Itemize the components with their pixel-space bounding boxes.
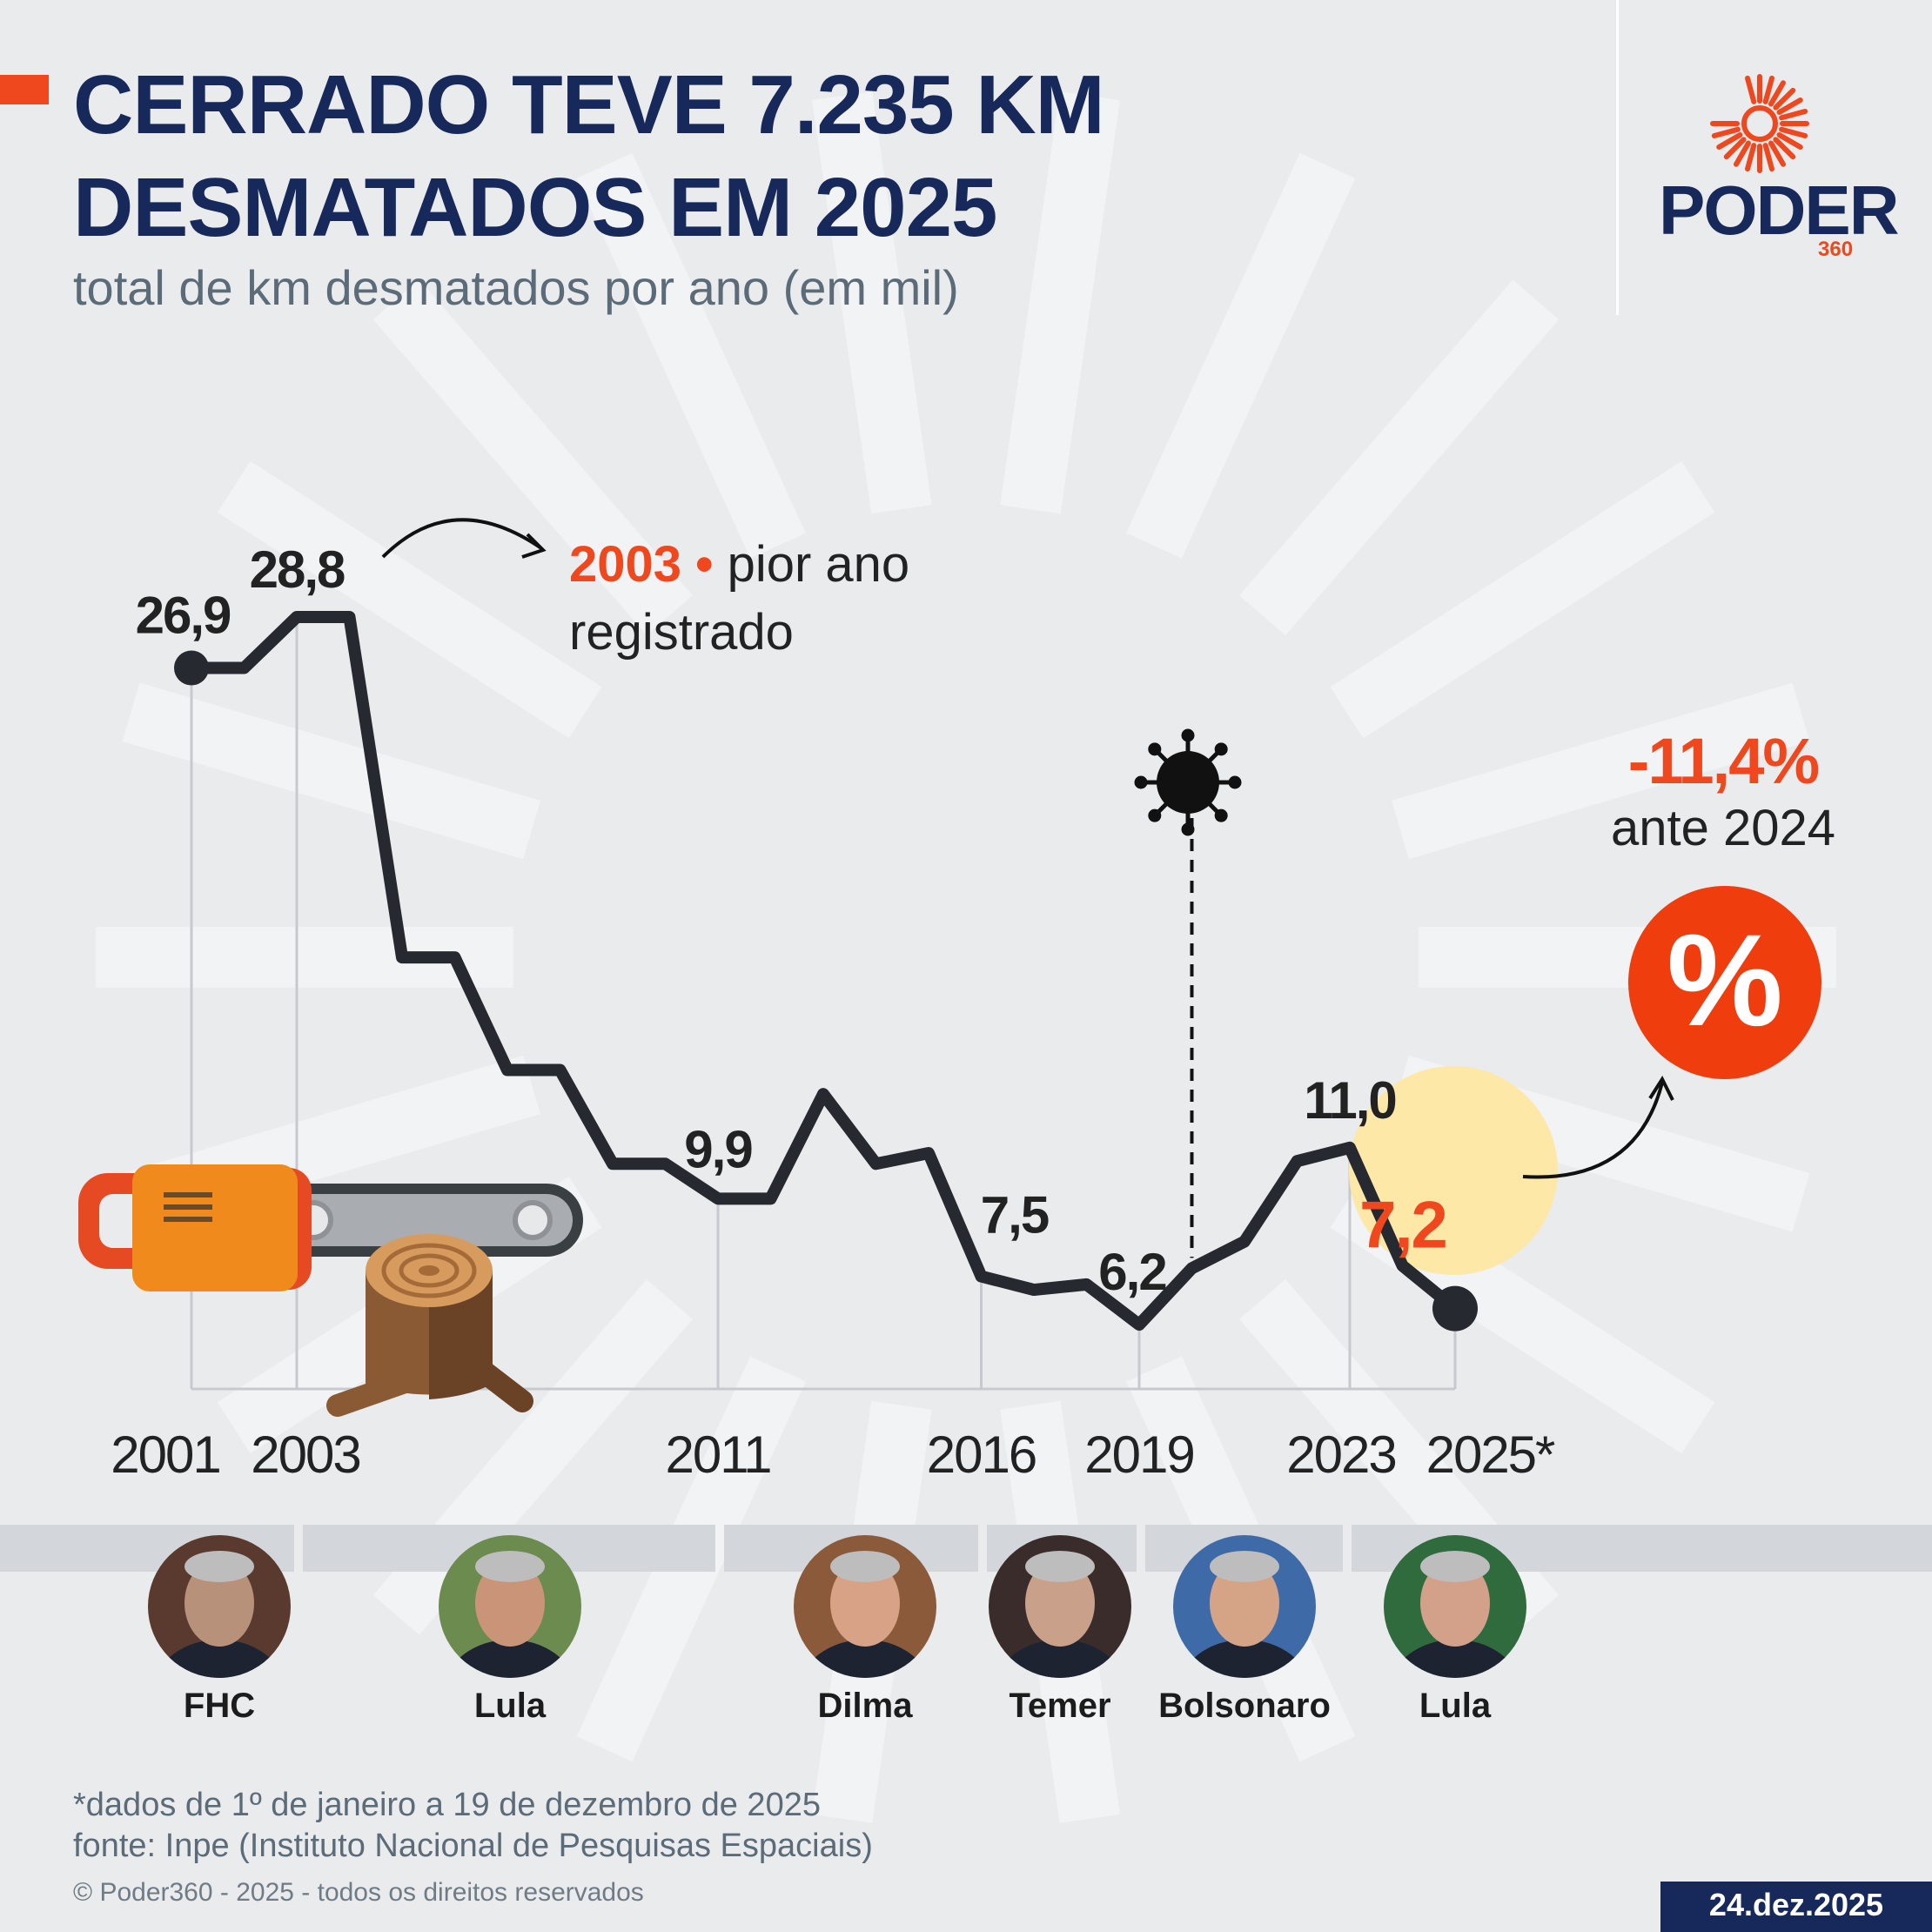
sun-ray xyxy=(1745,75,1757,104)
avatar xyxy=(1173,1535,1316,1678)
virus-spike-tip xyxy=(1148,808,1162,822)
president-name: Lula xyxy=(1419,1687,1492,1725)
worst-year-annotation: 2003 • pior ano registrado xyxy=(569,531,909,667)
sun-ray xyxy=(1762,143,1774,172)
president-name: Lula xyxy=(473,1687,547,1725)
worst-text-1: pior ano xyxy=(727,536,910,593)
data-label: 11,0 xyxy=(1304,1071,1395,1130)
start-point xyxy=(174,650,209,686)
virus-icon xyxy=(1134,728,1242,836)
end-point xyxy=(1432,1285,1478,1332)
data-label: 7,5 xyxy=(981,1186,1049,1244)
poder-sun-icon xyxy=(1710,74,1809,173)
virus-spike-tip xyxy=(1214,808,1228,822)
source: fonte: Inpe (Instituto Nacional de Pesqu… xyxy=(73,1828,873,1864)
bg-ray xyxy=(1330,460,1715,739)
bg-ray xyxy=(1239,279,1560,635)
president-name: Bolsonaro xyxy=(1158,1687,1331,1725)
virus-spike-tip xyxy=(1214,742,1228,756)
annotation-arrow-2 xyxy=(1522,1082,1664,1179)
avatar xyxy=(989,1535,1131,1678)
bg-ray xyxy=(1126,152,1356,559)
sun-core xyxy=(1741,105,1778,142)
sun-ray xyxy=(1745,143,1757,172)
page-title: CERRADO TEVE 7.235 KM DESMATADOS EM 2025 xyxy=(73,54,1105,259)
header-divider xyxy=(1616,0,1619,315)
tick-label: 2011 xyxy=(665,1426,770,1484)
worst-year: 2003 xyxy=(569,536,682,593)
sun-ray xyxy=(1779,109,1808,121)
date-badge xyxy=(1660,1882,1932,1932)
tick-label: 2016 xyxy=(927,1426,1036,1484)
tick-label: 2025* xyxy=(1426,1426,1555,1484)
data-label: 6,2 xyxy=(1098,1243,1165,1301)
title-line-2: DESMATADOS EM 2025 xyxy=(73,161,997,254)
tick-label: 2023 xyxy=(1286,1426,1395,1484)
worst-sep: • xyxy=(695,536,714,593)
bg-ray xyxy=(217,460,602,739)
sun-ray xyxy=(1768,80,1786,107)
page-subtitle: total de km desmatados por ano (em mil) xyxy=(73,260,959,315)
bg-ray xyxy=(1392,682,1810,860)
logo-number: 360 xyxy=(1818,238,1854,261)
title-line-1: CERRADO TEVE 7.235 KM xyxy=(73,58,1105,151)
annotation-arrowhead-1 xyxy=(521,533,547,559)
annotation-arrowhead-2 xyxy=(1648,1075,1674,1101)
data-label: 28,8 xyxy=(250,540,345,599)
percent-symbol: % xyxy=(1667,907,1783,1053)
sun-ray xyxy=(1779,126,1808,138)
logo-word: PODER xyxy=(1659,171,1899,249)
sun-ray xyxy=(1762,75,1774,104)
bg-ray xyxy=(372,279,693,635)
president-name: Dilma xyxy=(817,1687,913,1725)
sun-ray xyxy=(1716,132,1743,150)
sun-ray xyxy=(1773,137,1796,160)
footnote: *dados de 1º de janeiro a 19 de dezembro… xyxy=(73,1787,821,1823)
virus-spike-tip xyxy=(1181,728,1195,742)
president-name: Temer xyxy=(1009,1687,1111,1725)
chainsaw-icon xyxy=(78,1164,583,1291)
sun-ray xyxy=(1773,87,1796,111)
tick-label: 2003 xyxy=(251,1426,359,1484)
avatar xyxy=(794,1535,936,1678)
sun-ray xyxy=(1776,132,1803,150)
annotation-arrow-1 xyxy=(381,518,543,559)
virus-spike-tip xyxy=(1148,742,1162,756)
bg-ray xyxy=(576,152,806,559)
data-label: 26,9 xyxy=(136,586,231,644)
copyright: © Poder360 - 2025 - todos os direitos re… xyxy=(73,1878,644,1907)
accent-bar xyxy=(0,75,49,104)
date-text: 24.dez.2025 xyxy=(1708,1887,1884,1922)
bg-ray xyxy=(122,682,540,860)
avatar xyxy=(439,1535,581,1678)
data-label: 9,9 xyxy=(684,1120,752,1178)
virus-spike-tip xyxy=(1228,775,1242,789)
bg-ray xyxy=(1000,91,1120,514)
series-line xyxy=(185,610,1461,1332)
worst-text-2: registrado xyxy=(569,604,794,661)
percent-icon: % xyxy=(1628,886,1821,1079)
avatar xyxy=(148,1535,291,1678)
virus-spike-tip xyxy=(1181,822,1195,836)
president-name: FHC xyxy=(183,1687,256,1725)
sun-ray xyxy=(1723,137,1747,160)
tick-label: 2001 xyxy=(111,1426,219,1484)
tick-label: 2019 xyxy=(1084,1426,1193,1484)
change-value: -11,4% xyxy=(1627,725,1820,797)
sun-ray xyxy=(1711,126,1741,138)
bg-ray xyxy=(812,91,932,514)
sun-ray xyxy=(1734,140,1751,167)
tree-stump-icon xyxy=(326,1234,533,1417)
sun-ray xyxy=(1776,97,1803,115)
change-text: ante 2024 xyxy=(1610,800,1836,856)
avatar xyxy=(1384,1535,1526,1678)
highlight-circle xyxy=(1349,1066,1558,1275)
sun-ray xyxy=(1768,140,1786,167)
virus-spike-tip xyxy=(1134,775,1148,789)
data-label: 7,2 xyxy=(1359,1189,1446,1263)
